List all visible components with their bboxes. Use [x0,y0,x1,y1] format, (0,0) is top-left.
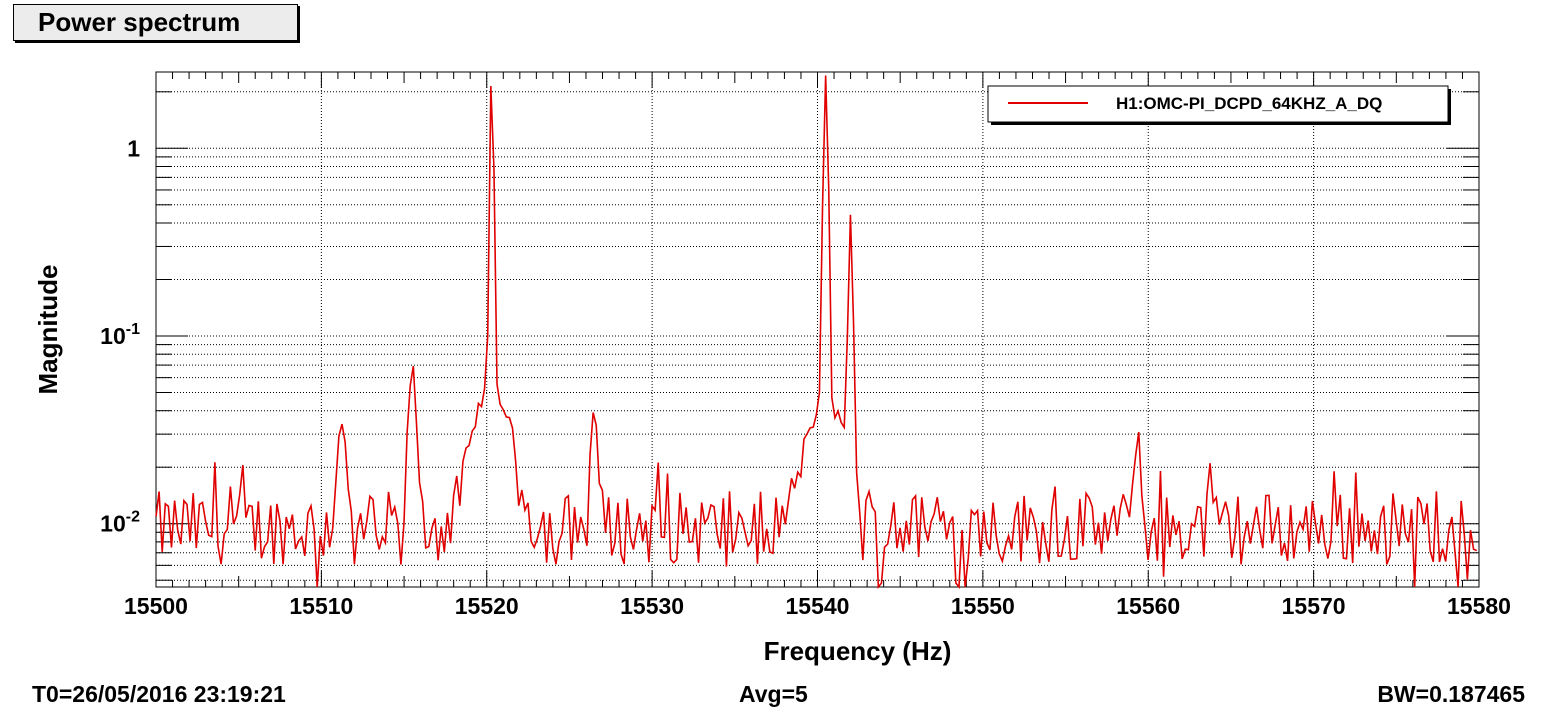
grid-lines [156,72,1479,587]
y-tick-labels: 1 10-1 10-2 [100,135,140,536]
footer-bw: BW=0.187465 [1377,681,1525,707]
y-tick-label: 10-1 [100,321,140,349]
x-tick-label: 15570 [1282,593,1346,619]
x-tick-label: 15560 [1116,593,1180,619]
footer-t0: T0=26/05/2016 23:19:21 [32,681,286,707]
x-axis-title: Frequency (Hz) [764,636,952,666]
series-line-h1-omc-pi [155,75,1478,590]
chart-title: Power spectrum [38,7,241,37]
axis-ticks [155,72,1480,587]
x-tick-labels: 15500 15510 15520 15530 15540 15550 15560 15570… [124,593,1511,619]
legend: H1:OMC-PI_DCPD_64KHZ_A_DQ [987,85,1451,125]
plot-frame [155,71,1480,588]
chart-title-box: Power spectrum [13,4,298,41]
footer-avg: Avg=5 [739,681,808,707]
series-group [155,75,1478,590]
x-tick-label: 15520 [455,593,519,619]
x-tick-label: 15550 [951,593,1015,619]
x-tick-label: 15530 [620,593,684,619]
x-tick-label: 15500 [124,593,188,619]
x-tick-label: 15510 [289,593,353,619]
x-tick-label: 15540 [786,593,850,619]
legend-series-label: H1:OMC-PI_DCPD_64KHZ_A_DQ [1116,94,1382,113]
x-tick-label: 15580 [1447,593,1511,619]
y-axis-title: Magnitude [33,265,63,395]
y-tick-label: 1 [127,135,140,161]
y-tick-label: 10-2 [100,509,140,537]
